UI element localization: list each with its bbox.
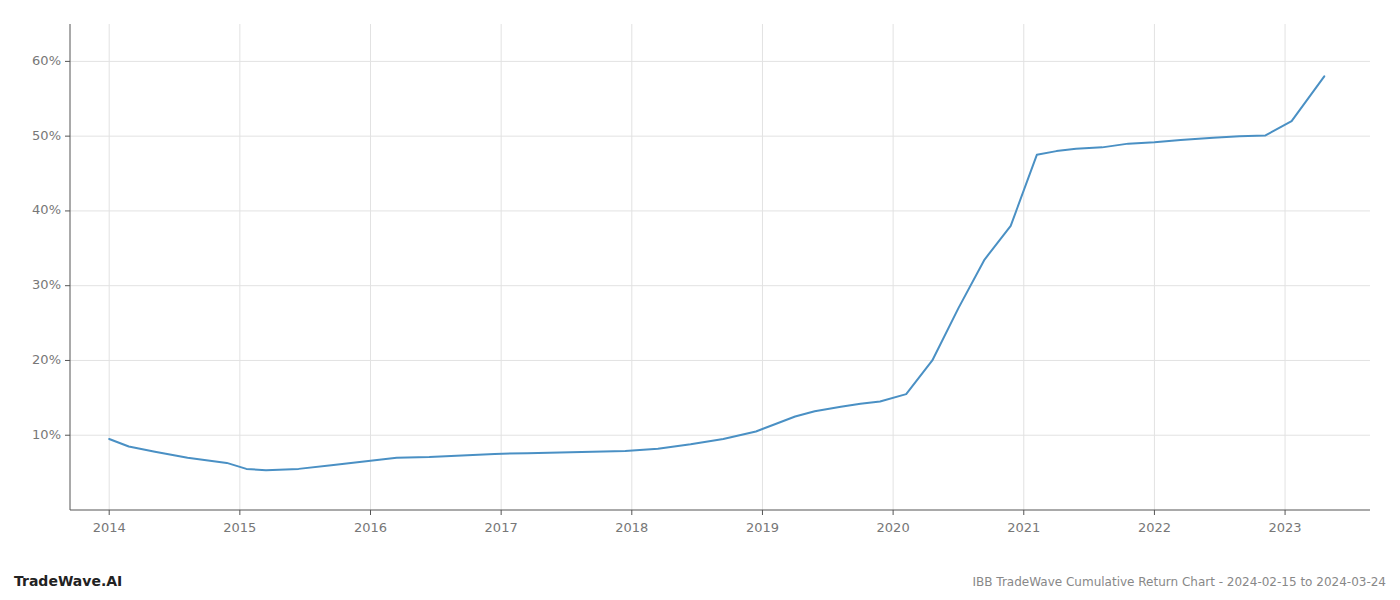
- x-tick: [370, 510, 371, 515]
- y-axis-line: [70, 24, 71, 510]
- grid-line-x: [501, 24, 502, 510]
- x-tick-label: 2020: [877, 520, 910, 535]
- y-tick: [65, 61, 70, 62]
- x-tick: [1023, 510, 1024, 515]
- x-tick: [1154, 510, 1155, 515]
- grid-line-x: [1154, 24, 1155, 510]
- x-tick-label: 2022: [1138, 520, 1171, 535]
- x-tick: [762, 510, 763, 515]
- grid-line-y: [70, 210, 1370, 211]
- x-tick-label: 2021: [1007, 520, 1040, 535]
- x-tick-label: 2018: [615, 520, 648, 535]
- axes: 10% 20% 30% 40% 50% 60% 2014 2015 2016 2017 2018 20…: [32, 24, 1370, 535]
- x-tick-label: 2016: [354, 520, 387, 535]
- grid-line-x: [893, 24, 894, 510]
- watermark: TradeWave.AI: [14, 573, 122, 589]
- x-tick-label: 2014: [93, 520, 126, 535]
- y-tick-label: 50%: [32, 128, 61, 143]
- x-tick: [109, 510, 110, 515]
- grid-line-x: [109, 24, 110, 510]
- line: [109, 76, 1324, 470]
- grid-line-y: [70, 285, 1370, 286]
- y-tick-label: 20%: [32, 352, 61, 367]
- x-tick: [1285, 510, 1286, 515]
- grid-line-x: [1285, 24, 1286, 510]
- grid: [70, 24, 1370, 510]
- grid-line-y: [70, 435, 1370, 436]
- y-tick-label: 60%: [32, 53, 61, 68]
- grid-line-y: [70, 360, 1370, 361]
- y-tick-label: 40%: [32, 202, 61, 217]
- y-tick-label: 30%: [32, 277, 61, 292]
- grid-line-x: [631, 24, 632, 510]
- x-tick: [893, 510, 894, 515]
- x-tick-label: 2023: [1269, 520, 1302, 535]
- grid-line-x: [370, 24, 371, 510]
- title: IBB TradeWave Cumulative Return Chart - …: [973, 575, 1386, 589]
- y-tick: [65, 210, 70, 211]
- x-axis-line: [70, 510, 1370, 511]
- plot-area: [109, 76, 1324, 470]
- x-tick-label: 2017: [485, 520, 518, 535]
- x-tick: [239, 510, 240, 515]
- y-tick-label: 10%: [32, 427, 61, 442]
- x-tick: [501, 510, 502, 515]
- footer: TradeWave.AI IBB TradeWave Cumulative Ret…: [14, 573, 1386, 589]
- x-tick: [631, 510, 632, 515]
- chart: 10% 20% 30% 40% 50% 60% 2014 2015 2016 2017 2018 20…: [0, 0, 1400, 600]
- grid-line-y: [70, 61, 1370, 62]
- y-tick: [65, 360, 70, 361]
- grid-line-x: [1023, 24, 1024, 510]
- y-tick: [65, 136, 70, 137]
- grid-line-x: [239, 24, 240, 510]
- x-tick-label: 2015: [223, 520, 256, 535]
- y-tick: [65, 285, 70, 286]
- grid-line-y: [70, 136, 1370, 137]
- y-tick: [65, 435, 70, 436]
- x-tick-label: 2019: [746, 520, 779, 535]
- grid-line-x: [762, 24, 763, 510]
